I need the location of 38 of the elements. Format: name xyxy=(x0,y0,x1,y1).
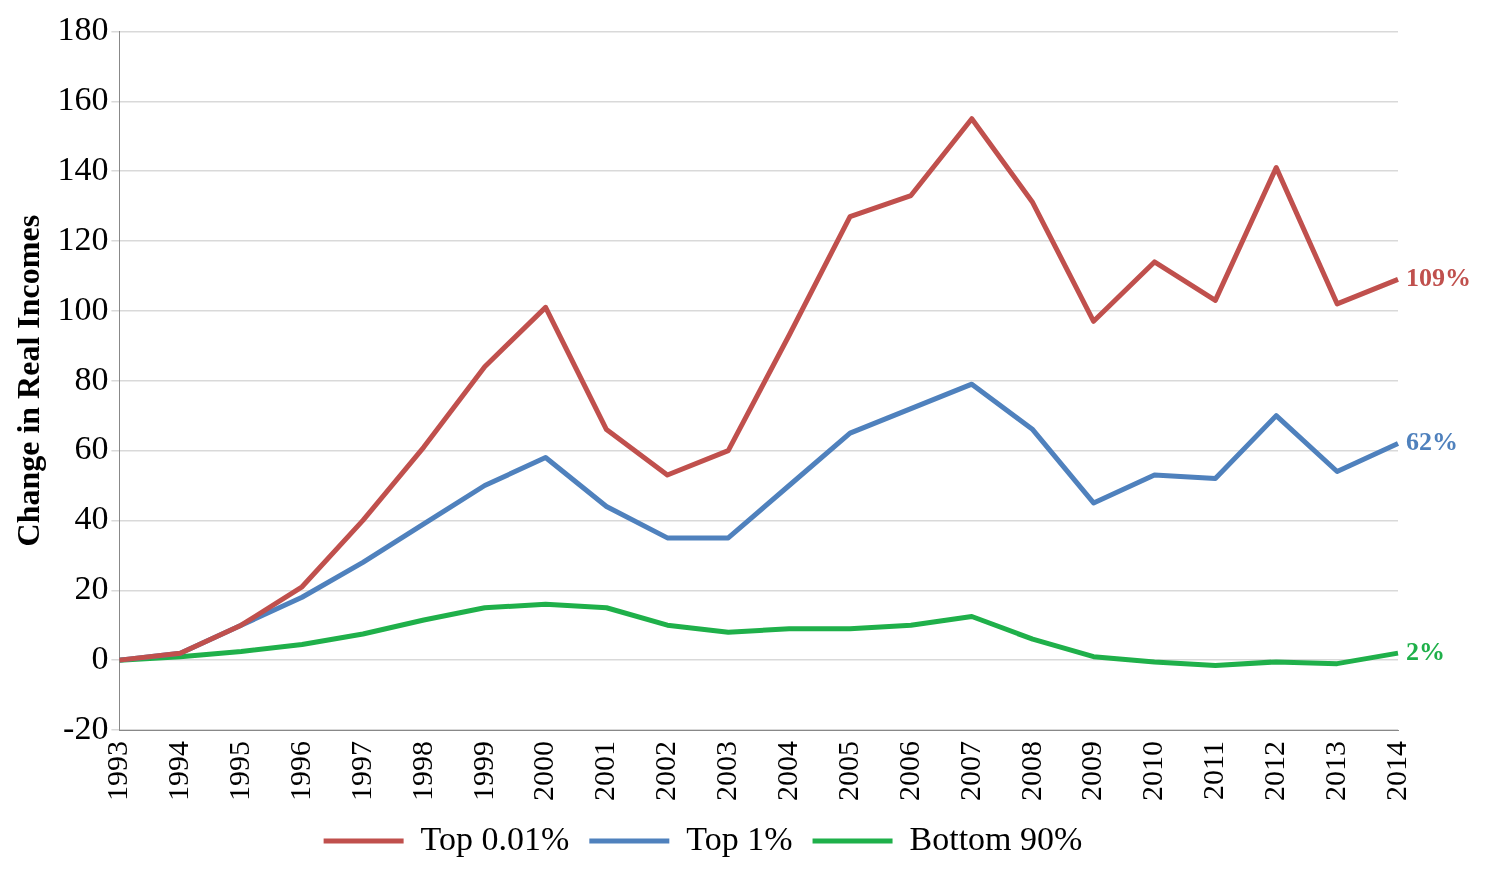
x-tick-label: 1996 xyxy=(282,741,316,801)
data-label: 62% xyxy=(1406,427,1458,457)
x-tick-label: 2006 xyxy=(891,741,925,801)
legend-label: Top 0.01% xyxy=(420,819,570,857)
y-tick-label: 140 xyxy=(57,150,109,188)
data-label: 109% xyxy=(1406,263,1471,293)
x-tick-label: 2004 xyxy=(770,741,804,801)
x-tick-label: 2009 xyxy=(1074,741,1108,801)
x-tick-label: 1995 xyxy=(222,741,256,801)
x-tick-label: 2003 xyxy=(709,741,743,801)
legend-label: Top 1% xyxy=(686,819,793,857)
x-tick-label: 1997 xyxy=(343,741,377,801)
data-label: 2% xyxy=(1406,636,1445,666)
x-tick-label: 2001 xyxy=(587,741,621,801)
x-tick-label: 2014 xyxy=(1378,741,1412,801)
x-tick-label: 2000 xyxy=(526,741,560,801)
legend-label: Bottom 90% xyxy=(909,819,1083,857)
y-tick-label: 20 xyxy=(74,569,109,607)
x-tick-label: 2010 xyxy=(1135,741,1169,801)
y-tick-label: 40 xyxy=(74,499,109,537)
x-tick-label: 2012 xyxy=(1257,741,1291,801)
x-tick-label: 2013 xyxy=(1317,741,1351,801)
y-tick-label: 100 xyxy=(57,289,109,327)
x-tick-label: 2005 xyxy=(830,741,864,801)
x-tick-label: 1999 xyxy=(465,741,499,801)
y-tick-label: 80 xyxy=(74,359,109,397)
x-tick-label: 2011 xyxy=(1196,741,1230,800)
x-tick-label: 2007 xyxy=(952,741,986,801)
y-tick-label: 0 xyxy=(91,639,109,677)
x-tick-label: 2008 xyxy=(1013,741,1047,801)
y-tick-label: 180 xyxy=(57,10,109,48)
x-tick-label: 1998 xyxy=(404,741,438,801)
x-tick-label: 1994 xyxy=(161,741,195,801)
y-axis-title: Change in Real Incomes xyxy=(10,214,47,547)
y-tick-label: 60 xyxy=(74,429,109,467)
y-tick-label: 160 xyxy=(57,80,109,118)
x-tick-label: 2002 xyxy=(648,741,682,801)
y-tick-label: 120 xyxy=(57,219,109,257)
